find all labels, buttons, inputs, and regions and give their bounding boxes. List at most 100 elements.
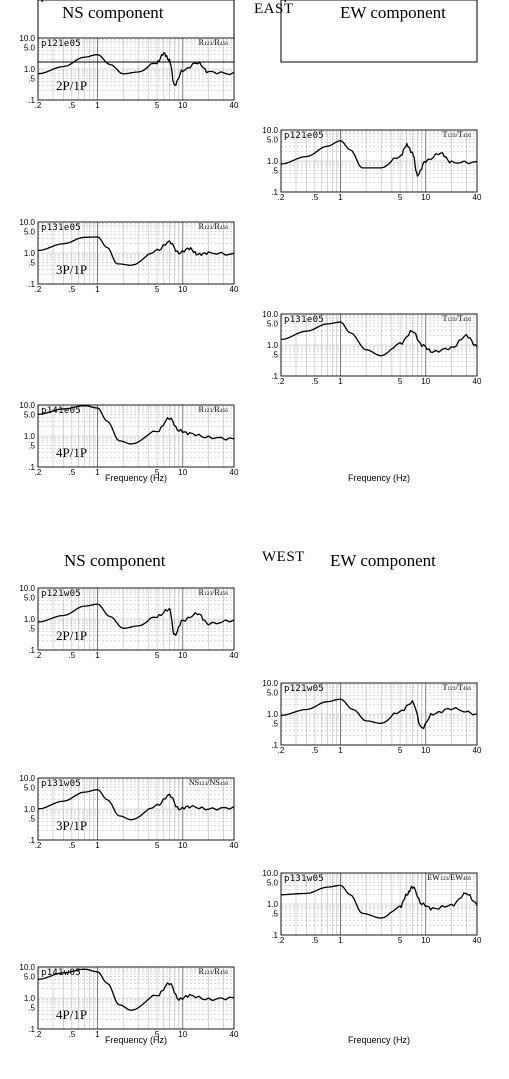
y-tick-label: 5.0 xyxy=(24,783,36,792)
y-tick-label: 1.0 xyxy=(24,994,36,1003)
x-tick-label: 10 xyxy=(178,0,187,2)
y-tick-label: .5 xyxy=(271,0,278,2)
x-tick-label: .5 xyxy=(312,936,319,945)
x-tick-label: .2 xyxy=(35,0,42,2)
y-tick-label: 5.0 xyxy=(24,43,36,52)
y-tick-label: 10.0 xyxy=(262,0,278,2)
y-tick-label: 5.0 xyxy=(267,0,279,2)
station-id: p121e05 xyxy=(41,39,81,49)
x-tick-label: .5 xyxy=(69,0,76,2)
y-tick-label: .5 xyxy=(28,1003,35,1012)
station-id: p151e05 xyxy=(41,0,81,3)
x-tick-label: 40 xyxy=(230,841,239,850)
y-tick-label: .1 xyxy=(28,0,35,2)
y-tick-label: 5.0 xyxy=(24,0,36,2)
station-id: p121w05 xyxy=(41,589,81,599)
x-tick-label: 40 xyxy=(230,0,239,2)
y-tick-label: 5.0 xyxy=(24,972,36,981)
x-tick-label: 5 xyxy=(398,936,403,945)
y-tick-label: .5 xyxy=(28,814,35,823)
x-tick-label: 5 xyxy=(393,0,398,2)
y-tick-label: .5 xyxy=(28,0,35,2)
order-ratio-label: 4P/1P xyxy=(56,445,87,460)
y-tick-label: 50.0 xyxy=(262,0,278,2)
x-tick-label: .2 xyxy=(35,285,42,294)
plot-frame xyxy=(37,0,235,63)
x-tick-label: .2 xyxy=(35,468,42,477)
x-tick-label: 5 xyxy=(155,841,160,850)
x-tick-label: 10 xyxy=(178,0,187,2)
y-tick-label: .5 xyxy=(271,719,278,728)
y-tick-label: .5 xyxy=(271,0,278,2)
y-tick-label: 1.0 xyxy=(24,65,36,74)
x-tick-label: 10 xyxy=(178,468,187,477)
plot-frame xyxy=(37,0,235,63)
x-tick-label: .5 xyxy=(312,746,319,755)
x-tick-label: .5 xyxy=(312,0,319,2)
x-tick-label: 5 xyxy=(155,0,160,2)
y-tick-label: .5 xyxy=(28,0,35,2)
y-tick-label: 10.0 xyxy=(19,0,35,2)
y-tick-label: 5.0 xyxy=(24,593,36,602)
y-tick-label: 10.0 xyxy=(19,0,35,2)
x-tick-label: .5 xyxy=(69,0,76,2)
y-tick-label: .1 xyxy=(271,0,278,2)
x-tick-label: 10 xyxy=(421,0,430,2)
x-tick-label: 5 xyxy=(398,0,403,2)
y-tick-label: .1 xyxy=(28,646,35,655)
panel-p151w05: 10.05.01.0.5.1.2.5151040p151w05R123/R456… xyxy=(19,0,239,63)
x-tick-label: 5 xyxy=(155,0,160,2)
x-tick-label: 5 xyxy=(398,746,403,755)
y-tick-label: 5.0 xyxy=(267,319,279,328)
west-ns-header: NS component xyxy=(64,551,166,570)
station-id: p141e05 xyxy=(41,406,81,416)
y-tick-label: 5.0 xyxy=(267,878,279,887)
x-tick-label: 40 xyxy=(230,285,239,294)
x-axis-label: Frequency (Hz) xyxy=(348,1035,410,1045)
x-tick-label: 1 xyxy=(338,193,343,202)
x-tick-label: 10 xyxy=(178,285,187,294)
east-ns-header: NS component xyxy=(62,3,164,22)
y-tick-label: 10.0 xyxy=(262,679,278,688)
x-tick-label: 5 xyxy=(398,0,403,2)
y-tick-label: 5.0 xyxy=(267,688,279,697)
plot-frame xyxy=(280,872,478,936)
y-tick-label: .5 xyxy=(271,166,278,175)
panel-p161e05: 50.010.05.01.0.5.2.5151040p161e05T123/T4… xyxy=(262,0,482,63)
y-tick-label: 10.0 xyxy=(262,0,278,2)
x-tick-label: .5 xyxy=(69,0,76,2)
x-tick-label: .5 xyxy=(69,101,76,110)
x-tick-label: .2 xyxy=(278,377,285,386)
plot-frame xyxy=(37,404,235,468)
x-tick-label: 5 xyxy=(398,0,403,2)
x-tick-label: 1 xyxy=(95,1030,100,1039)
y-tick-label: 10.0 xyxy=(262,310,278,319)
y-tick-label: 10.0 xyxy=(262,0,278,2)
panel-p151e05: 10.05.01.0.5.1.2.5151040p151e05R123/R456… xyxy=(19,0,239,63)
x-tick-label: .5 xyxy=(69,1030,76,1039)
x-tick-label: 10 xyxy=(178,0,187,2)
x-tick-label: .5 xyxy=(69,0,76,2)
station-id: p151w05 xyxy=(284,0,324,3)
y-tick-label: 5.0 xyxy=(267,0,279,2)
plot-frame xyxy=(280,129,478,193)
ratio-label: R123/R456 xyxy=(199,0,229,2)
y-tick-label: .5 xyxy=(28,0,35,2)
order-ratio-label: 2P/1P xyxy=(56,78,87,93)
station-id: p131e05 xyxy=(284,315,324,325)
station-id: p151w05 xyxy=(41,0,81,3)
y-tick-label: .5 xyxy=(271,0,278,2)
station-id: p161w05 xyxy=(284,0,324,3)
y-tick-label: 5.0 xyxy=(267,0,279,2)
x-tick-label: 5 xyxy=(393,0,398,2)
y-tick-label: 1.0 xyxy=(267,0,279,2)
station-id: p131w05 xyxy=(284,874,324,884)
plot-frame xyxy=(280,0,478,63)
y-tick-label: 50.0 xyxy=(262,0,278,2)
x-tick-label: 1 xyxy=(95,841,100,850)
x-tick-label: 10 xyxy=(421,377,430,386)
